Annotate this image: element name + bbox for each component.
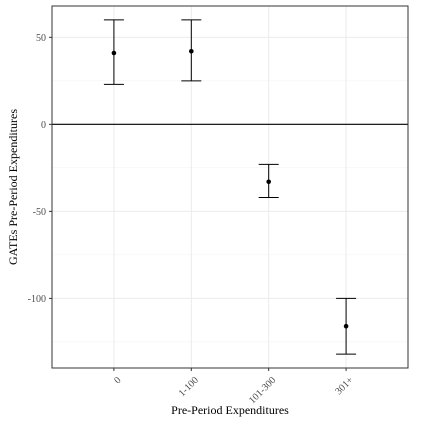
y-tick-label: -50 (33, 207, 46, 218)
data-marks (103, 19, 357, 355)
y-axis: 50 0 -50 -100 (28, 33, 52, 305)
point-estimate (343, 323, 349, 329)
x-axis-title: Pre-Period Expenditures (171, 403, 289, 417)
y-tick-label: 50 (36, 33, 46, 44)
x-tick-label: 0 (112, 375, 123, 386)
point-estimate (266, 179, 271, 185)
y-tick-label: 0 (41, 120, 46, 131)
point-estimate (189, 48, 194, 54)
y-tick-label: -100 (28, 294, 46, 305)
point-estimate (111, 50, 117, 56)
y-axis-title: GATEs Pre-Period Expenditures (6, 109, 20, 265)
panel-border (51, 5, 409, 369)
